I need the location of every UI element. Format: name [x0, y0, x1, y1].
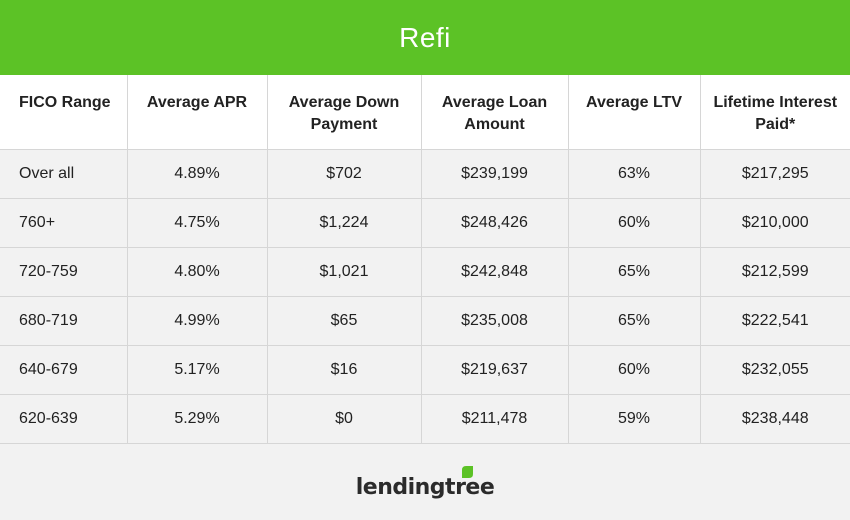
banner: Refi [0, 0, 850, 75]
cell-average-ltv: 65% [568, 296, 701, 346]
cell-average-down-payment: $1,224 [267, 198, 422, 248]
cell-lifetime-interest-paid: $238,448 [700, 394, 850, 444]
header-average-ltv: Average LTV [568, 75, 701, 150]
table-row: 620-639 5.29% $0 $211,478 59% $238,448 [0, 394, 850, 444]
cell-average-apr: 5.17% [127, 345, 268, 395]
table-header-row: FICO Range Average APR Average Down Paym… [0, 75, 850, 150]
logo-wrap: lendingtree [355, 466, 495, 500]
cell-fico-range: 620-639 [0, 394, 128, 444]
cell-lifetime-interest-paid: $217,295 [700, 149, 850, 199]
header-average-down-payment: Average Down Payment [267, 75, 422, 150]
cell-average-ltv: 60% [568, 345, 701, 395]
cell-average-down-payment: $0 [267, 394, 422, 444]
cell-average-loan-amount: $242,848 [421, 247, 569, 297]
header-fico-range: FICO Range [0, 75, 128, 150]
table-row: 760+ 4.75% $1,224 $248,426 60% $210,000 [0, 198, 850, 248]
cell-fico-range: 640-679 [0, 345, 128, 395]
lendingtree-logo: lendingtree [0, 460, 850, 500]
header-average-loan-amount: Average Loan Amount [421, 75, 569, 150]
table-row: 720-759 4.80% $1,021 $242,848 65% $212,5… [0, 247, 850, 297]
cell-lifetime-interest-paid: $222,541 [700, 296, 850, 346]
header-lifetime-interest-paid: Lifetime Interest Paid* [700, 75, 850, 150]
cell-average-loan-amount: $219,637 [421, 345, 569, 395]
logo-wordmark: lendingtree [355, 475, 495, 500]
cell-fico-range: 720-759 [0, 247, 128, 297]
cell-fico-range: 680-719 [0, 296, 128, 346]
refi-table: FICO Range Average APR Average Down Paym… [0, 75, 850, 444]
cell-average-apr: 5.29% [127, 394, 268, 444]
cell-average-ltv: 59% [568, 394, 701, 444]
cell-average-loan-amount: $211,478 [421, 394, 569, 444]
cell-fico-range: 760+ [0, 198, 128, 248]
cell-average-down-payment: $702 [267, 149, 422, 199]
header-average-apr: Average APR [127, 75, 268, 150]
cell-average-apr: 4.99% [127, 296, 268, 346]
leaf-icon [461, 466, 473, 478]
cell-lifetime-interest-paid: $232,055 [700, 345, 850, 395]
cell-average-loan-amount: $248,426 [421, 198, 569, 248]
cell-lifetime-interest-paid: $212,599 [700, 247, 850, 297]
cell-average-apr: 4.75% [127, 198, 268, 248]
cell-average-ltv: 60% [568, 198, 701, 248]
cell-average-down-payment: $1,021 [267, 247, 422, 297]
cell-average-apr: 4.89% [127, 149, 268, 199]
table-row: 640-679 5.17% $16 $219,637 60% $232,055 [0, 345, 850, 395]
cell-fico-range: Over all [0, 149, 128, 199]
cell-average-ltv: 63% [568, 149, 701, 199]
cell-average-loan-amount: $239,199 [421, 149, 569, 199]
page-title: Refi [399, 21, 451, 53]
table-row: Over all 4.89% $702 $239,199 63% $217,29… [0, 149, 850, 199]
table-row: 680-719 4.99% $65 $235,008 65% $222,541 [0, 296, 850, 346]
cell-average-loan-amount: $235,008 [421, 296, 569, 346]
cell-average-down-payment: $65 [267, 296, 422, 346]
cell-average-ltv: 65% [568, 247, 701, 297]
cell-average-down-payment: $16 [267, 345, 422, 395]
cell-average-apr: 4.80% [127, 247, 268, 297]
cell-lifetime-interest-paid: $210,000 [700, 198, 850, 248]
